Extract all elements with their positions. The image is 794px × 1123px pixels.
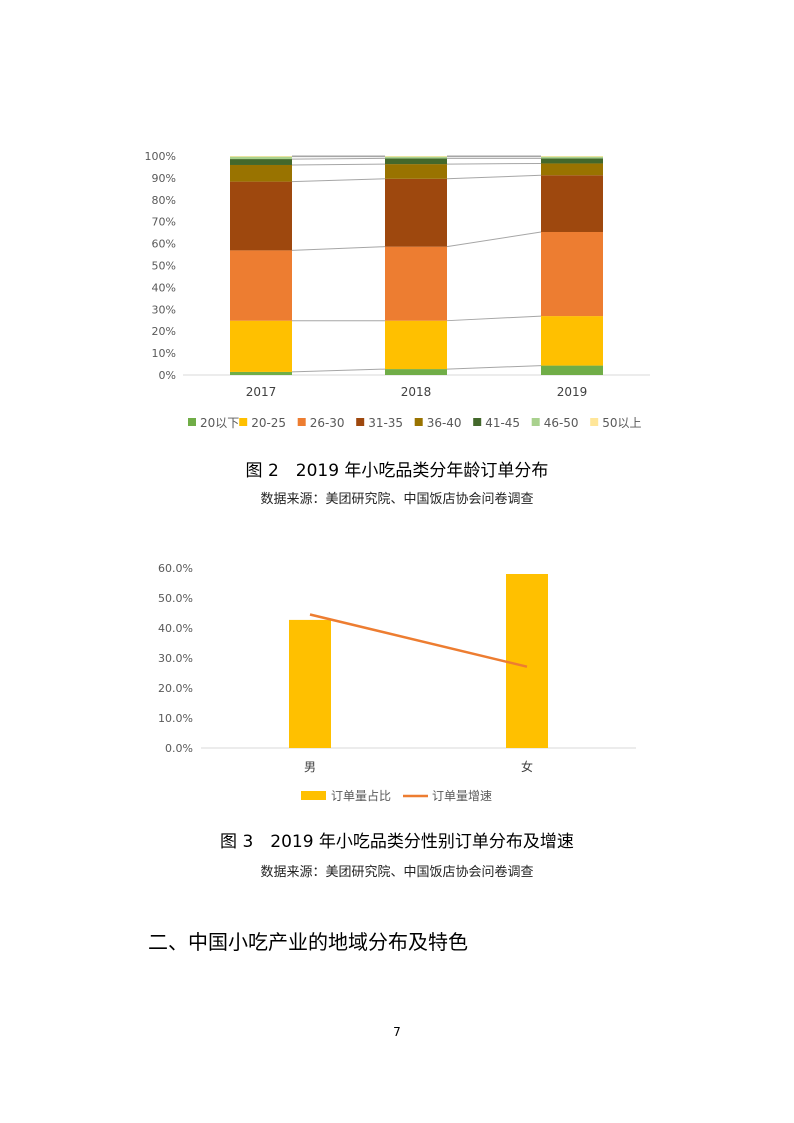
- series-connector-line: [291, 246, 386, 251]
- series-connector-line: [446, 174, 542, 180]
- x-tick-label: 2017: [246, 385, 277, 399]
- bar-segment: [385, 158, 447, 165]
- bar-segment: [385, 178, 447, 247]
- bar-segment: [230, 371, 292, 375]
- y-tick-label: 50.0%: [158, 592, 193, 605]
- series-connector-line: [291, 163, 386, 166]
- bar-segment: [541, 163, 603, 176]
- y-tick-label: 60.0%: [158, 562, 193, 575]
- legend-label: 31-35: [368, 416, 403, 430]
- y-tick-label: 90%: [152, 172, 176, 185]
- legend-swatch: [188, 418, 196, 426]
- legend-label: 订单量增速: [432, 789, 492, 803]
- y-tick-label: 30.0%: [158, 652, 193, 665]
- legend-label: 46-50: [544, 416, 579, 430]
- legend-label: 26-30: [310, 416, 345, 430]
- line-series: [309, 613, 528, 668]
- y-tick-label: 40%: [152, 281, 176, 294]
- legend-label: 41-45: [485, 416, 520, 430]
- bar-segment: [230, 159, 292, 165]
- x-tick-label: 2018: [401, 385, 432, 399]
- figure-3-caption: 图 3 2019 年小吃品类分性别订单分布及增速: [220, 832, 574, 852]
- figure-2-caption: 图 2 2019 年小吃品类分年龄订单分布: [245, 461, 549, 481]
- page-number: 7: [393, 1025, 401, 1039]
- bar-segment: [385, 369, 447, 375]
- bar-segment: [541, 158, 603, 164]
- bar-segment: [541, 365, 603, 375]
- y-tick-label: 20%: [152, 325, 176, 338]
- legend-swatch-bar: [301, 791, 326, 800]
- legend-swatch: [356, 418, 365, 426]
- figure-2-source: 数据来源：美团研究院、中国饭店协会问卷调查: [260, 492, 534, 507]
- bar-segment: [541, 231, 603, 317]
- series-connector-line: [446, 315, 542, 322]
- series-connector-line: [291, 368, 386, 373]
- legend-swatch: [473, 418, 482, 426]
- age-stacked-bar-chart: 0% 10% 20% 30% 40% 50% 60% 70% 80% 90% 100% 2017 201…: [145, 150, 650, 430]
- section-heading: 二、中国小吃产业的地域分布及特色: [148, 930, 468, 954]
- legend-label: 50以上: [602, 416, 641, 430]
- legend-swatch: [590, 418, 599, 426]
- bar: [506, 574, 548, 748]
- y-tick-label: 10%: [152, 347, 176, 360]
- legend-label: 20-25: [251, 416, 286, 430]
- y-tick-label: 70%: [152, 216, 176, 229]
- bar-segment: [541, 175, 603, 232]
- y-tick-label: 20.0%: [158, 682, 193, 695]
- bar-segment: [230, 181, 292, 251]
- legend-swatch: [239, 418, 248, 426]
- series-connector-line: [291, 178, 386, 183]
- bar-segment: [385, 246, 447, 321]
- y-tick-label: 100%: [145, 150, 176, 163]
- bar-segment: [541, 156, 603, 157]
- bar-segment: [541, 156, 603, 159]
- y-tick-label: 60%: [152, 238, 176, 251]
- y-tick-label: 50%: [152, 260, 176, 273]
- legend-swatch: [297, 418, 306, 426]
- y-tick-label: 30%: [152, 303, 176, 316]
- bar: [289, 619, 331, 748]
- bar-segment: [541, 316, 603, 366]
- legend-swatch: [414, 418, 423, 426]
- legend-label: 36-40: [427, 416, 462, 430]
- bar-segment: [230, 164, 292, 182]
- y-tick-label: 0.0%: [165, 742, 193, 755]
- bar-segment: [385, 164, 447, 179]
- series-connector-line: [446, 162, 542, 165]
- series-connector-line: [291, 157, 386, 160]
- x-tick-label: 男: [304, 760, 316, 774]
- bar-segment: [385, 156, 447, 157]
- y-tick-label: 10.0%: [158, 712, 193, 725]
- x-tick-label: 2019: [557, 385, 588, 399]
- legend-swatch: [531, 418, 540, 426]
- y-tick-label: 0%: [159, 369, 176, 382]
- bar-segment: [230, 250, 292, 321]
- series-connector-line: [446, 365, 542, 370]
- y-tick-label: 40.0%: [158, 622, 193, 635]
- bar-segment: [385, 320, 447, 370]
- series-connector-line: [446, 231, 542, 248]
- legend-label: 20以下: [200, 416, 239, 430]
- x-tick-label: 女: [521, 759, 533, 774]
- figure-3-source: 数据来源：美团研究院、中国饭店协会问卷调查: [260, 865, 534, 880]
- bar-segment: [230, 156, 292, 157]
- gender-bar-line-chart: 0.0% 10.0% 20.0% 30.0% 40.0% 50.0% 60.0% 男 女订单量占…: [158, 562, 636, 803]
- bar-segment: [385, 156, 447, 159]
- bar-segment: [230, 320, 292, 372]
- y-tick-label: 80%: [152, 194, 176, 207]
- bar-segment: [230, 156, 292, 160]
- legend-label: 订单量占比: [331, 788, 391, 803]
